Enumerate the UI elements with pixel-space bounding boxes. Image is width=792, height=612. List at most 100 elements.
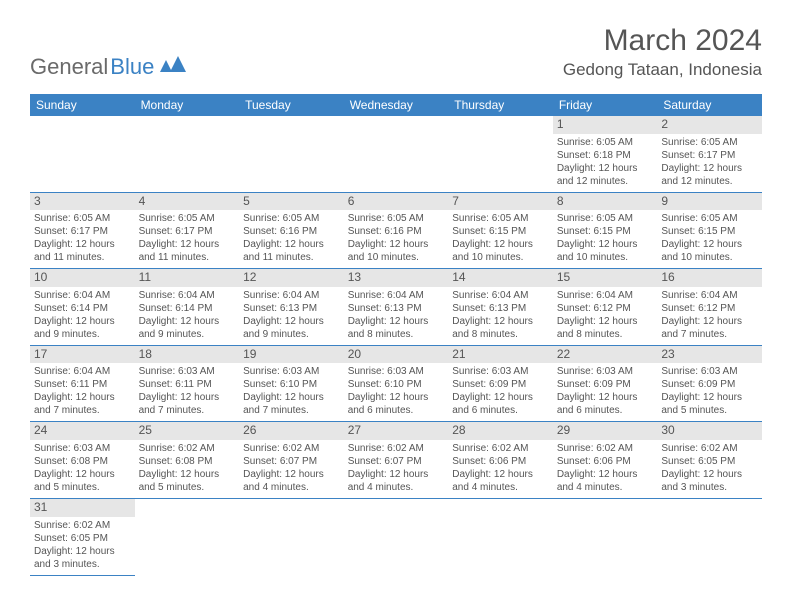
day-info: Sunrise: 6:05 AMSunset: 6:17 PMDaylight:… (139, 212, 236, 264)
calendar-cell (553, 498, 658, 575)
day-info: Sunrise: 6:04 AMSunset: 6:13 PMDaylight:… (452, 289, 549, 341)
day-number: 23 (657, 346, 762, 364)
calendar-week: 10Sunrise: 6:04 AMSunset: 6:14 PMDayligh… (30, 269, 762, 346)
day-number: 11 (135, 269, 240, 287)
day-info: Sunrise: 6:05 AMSunset: 6:16 PMDaylight:… (348, 212, 445, 264)
day-number: 10 (30, 269, 135, 287)
calendar-cell (657, 498, 762, 575)
logo-text-1: General (30, 54, 108, 80)
day-number: 17 (30, 346, 135, 364)
day-number: 15 (553, 269, 658, 287)
day-info: Sunrise: 6:05 AMSunset: 6:17 PMDaylight:… (661, 136, 758, 188)
calendar-cell (448, 498, 553, 575)
day-number: 19 (239, 346, 344, 364)
calendar-cell: 8Sunrise: 6:05 AMSunset: 6:15 PMDaylight… (553, 192, 658, 269)
calendar-cell (239, 116, 344, 192)
day-number: 26 (239, 422, 344, 440)
day-info: Sunrise: 6:03 AMSunset: 6:09 PMDaylight:… (661, 365, 758, 417)
location: Gedong Tataan, Indonesia (563, 60, 762, 80)
weekday-header: Tuesday (239, 94, 344, 116)
day-number: 21 (448, 346, 553, 364)
logo-text-2: Blue (110, 54, 154, 80)
calendar-cell: 4Sunrise: 6:05 AMSunset: 6:17 PMDaylight… (135, 192, 240, 269)
day-info: Sunrise: 6:05 AMSunset: 6:16 PMDaylight:… (243, 212, 340, 264)
day-info: Sunrise: 6:04 AMSunset: 6:11 PMDaylight:… (34, 365, 131, 417)
day-info: Sunrise: 6:05 AMSunset: 6:15 PMDaylight:… (557, 212, 654, 264)
day-info: Sunrise: 6:02 AMSunset: 6:07 PMDaylight:… (243, 442, 340, 494)
calendar-cell: 11 Sunrise: 6:04 AMSunset: 6:14 PMDayligh… (135, 269, 240, 346)
day-number: 20 (344, 346, 449, 364)
day-number: 8 (553, 193, 658, 211)
calendar-cell (448, 116, 553, 192)
calendar-cell: 15Sunrise: 6:04 AMSunset: 6:12 PMDayligh… (553, 269, 658, 346)
calendar-cell: 26 Sunrise: 6:02 AMSunset: 6:07 PMDayligh… (239, 422, 344, 499)
calendar-week: 24 Sunrise: 6:03 AMSunset: 6:08 PMDayligh… (30, 422, 762, 499)
day-info: Sunrise: 6:03 AMSunset: 6:10 PMDaylight:… (348, 365, 445, 417)
day-number: 1 (553, 116, 658, 134)
day-info: Sunrise: 6:02 AMSunset: 6:05 PMDaylight:… (34, 519, 131, 571)
calendar-cell: 1Sunrise: 6:05 AMSunset: 6:18 PMDaylight… (553, 116, 658, 192)
weekday-header-row: SundayMondayTuesdayWednesdayThursdayFrid… (30, 94, 762, 116)
weekday-header: Thursday (448, 94, 553, 116)
day-number: 9 (657, 193, 762, 211)
calendar-week: 17Sunrise: 6:04 AMSunset: 6:11 PMDayligh… (30, 345, 762, 422)
day-number: 2 (657, 116, 762, 134)
day-number: 29 (553, 422, 658, 440)
day-info: Sunrise: 6:02 AMSunset: 6:06 PMDaylight:… (557, 442, 654, 494)
day-number: 22 (553, 346, 658, 364)
day-number: 18 (135, 346, 240, 364)
day-info: Sunrise: 6:04 AMSunset: 6:12 PMDaylight:… (661, 289, 758, 341)
day-number: 4 (135, 193, 240, 211)
calendar-cell: 2 Sunrise: 6:05 AMSunset: 6:17 PMDaylight… (657, 116, 762, 192)
month-title: March 2024 (563, 24, 762, 58)
day-number: 24 (30, 422, 135, 440)
calendar-body: 1Sunrise: 6:05 AMSunset: 6:18 PMDaylight… (30, 116, 762, 575)
calendar-cell: 30Sunrise: 6:02 AMSunset: 6:05 PMDayligh… (657, 422, 762, 499)
calendar-cell (344, 498, 449, 575)
calendar-cell: 29 Sunrise: 6:02 AMSunset: 6:06 PMDayligh… (553, 422, 658, 499)
day-info: Sunrise: 6:05 AMSunset: 6:17 PMDaylight:… (34, 212, 131, 264)
calendar-cell (30, 116, 135, 192)
day-number: 16 (657, 269, 762, 287)
day-info: Sunrise: 6:03 AMSunset: 6:10 PMDaylight:… (243, 365, 340, 417)
calendar-cell: 3Sunrise: 6:05 AMSunset: 6:17 PMDaylight… (30, 192, 135, 269)
day-number: 7 (448, 193, 553, 211)
day-number: 14 (448, 269, 553, 287)
title-block: March 2024 Gedong Tataan, Indonesia (563, 24, 762, 80)
day-info: Sunrise: 6:02 AMSunset: 6:06 PMDaylight:… (452, 442, 549, 494)
calendar-cell: 5Sunrise: 6:05 AMSunset: 6:16 PMDaylight… (239, 192, 344, 269)
day-number: 3 (30, 193, 135, 211)
weekday-header: Monday (135, 94, 240, 116)
calendar-cell: 10 Sunrise: 6:04 AMSunset: 6:14 PMDayligh… (30, 269, 135, 346)
header: GeneralBlue March 2024 Gedong Tataan, In… (30, 24, 762, 80)
calendar-cell: 16 Sunrise: 6:04 AMSunset: 6:12 PMDayligh… (657, 269, 762, 346)
calendar-cell: 7Sunrise: 6:05 AMSunset: 6:15 PMDaylight… (448, 192, 553, 269)
day-info: Sunrise: 6:04 AMSunset: 6:14 PMDaylight:… (34, 289, 131, 341)
day-info: Sunrise: 6:04 AMSunset: 6:13 PMDaylight:… (348, 289, 445, 341)
calendar-cell: 18Sunrise: 6:03 AMSunset: 6:11 PMDayligh… (135, 345, 240, 422)
day-number: 12 (239, 269, 344, 287)
day-info: Sunrise: 6:02 AMSunset: 6:05 PMDaylight:… (661, 442, 758, 494)
day-number: 31 (30, 499, 135, 517)
calendar-cell: 17Sunrise: 6:04 AMSunset: 6:11 PMDayligh… (30, 345, 135, 422)
day-number: 28 (448, 422, 553, 440)
calendar-cell (239, 498, 344, 575)
day-number: 25 (135, 422, 240, 440)
day-number: 27 (344, 422, 449, 440)
day-info: Sunrise: 6:02 AMSunset: 6:07 PMDaylight:… (348, 442, 445, 494)
weekday-header: Saturday (657, 94, 762, 116)
calendar-week: 3Sunrise: 6:05 AMSunset: 6:17 PMDaylight… (30, 192, 762, 269)
day-info: Sunrise: 6:04 AMSunset: 6:14 PMDaylight:… (139, 289, 236, 341)
weekday-header: Sunday (30, 94, 135, 116)
calendar-cell: 22Sunrise: 6:03 AMSunset: 6:09 PMDayligh… (553, 345, 658, 422)
weekday-header: Wednesday (344, 94, 449, 116)
calendar-cell: 28 Sunrise: 6:02 AMSunset: 6:06 PMDayligh… (448, 422, 553, 499)
day-info: Sunrise: 6:03 AMSunset: 6:09 PMDaylight:… (452, 365, 549, 417)
calendar-cell: 13Sunrise: 6:04 AMSunset: 6:13 PMDayligh… (344, 269, 449, 346)
day-info: Sunrise: 6:03 AMSunset: 6:08 PMDaylight:… (34, 442, 131, 494)
calendar-cell: 14 Sunrise: 6:04 AMSunset: 6:13 PMDayligh… (448, 269, 553, 346)
calendar-cell (135, 116, 240, 192)
day-info: Sunrise: 6:03 AMSunset: 6:11 PMDaylight:… (139, 365, 236, 417)
calendar-cell: 9Sunrise: 6:05 AMSunset: 6:15 PMDaylight… (657, 192, 762, 269)
logo-flag-icon (160, 54, 186, 80)
